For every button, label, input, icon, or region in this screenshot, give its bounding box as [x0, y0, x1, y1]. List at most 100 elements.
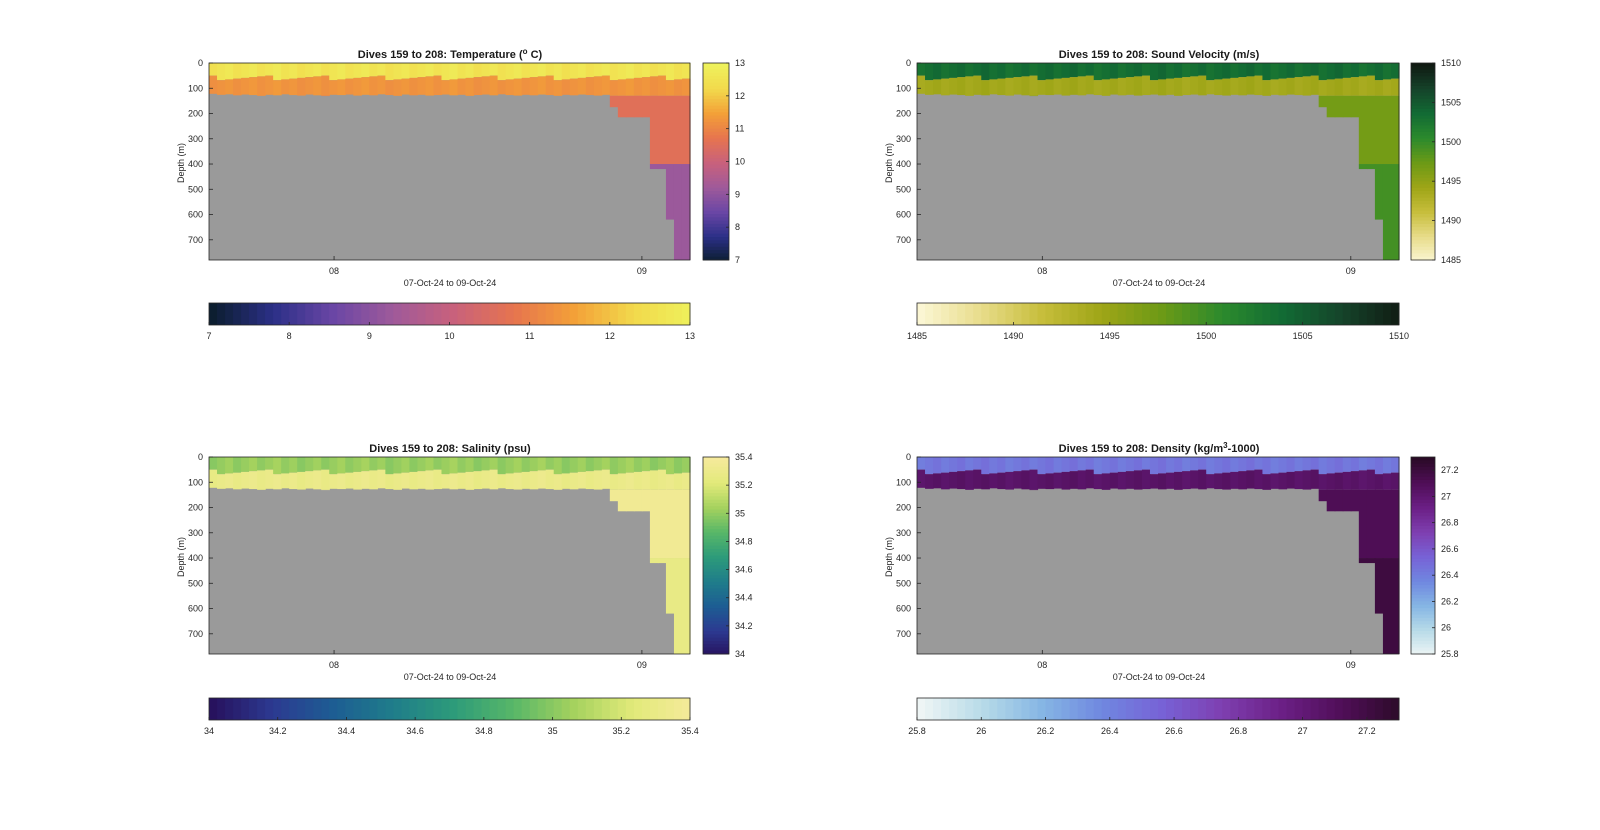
- colorbar-segment: [703, 181, 729, 185]
- colorbar-segment: [289, 303, 298, 325]
- colorbar-tick-label: 8: [735, 222, 740, 232]
- colorbar-tick-label: 9: [735, 189, 740, 199]
- heatmap-cell: [1149, 63, 1159, 81]
- colorbar-segment: [1411, 246, 1435, 251]
- colorbar-segment: [649, 303, 659, 325]
- panel-sound-velocity: Dives 159 to 208: Sound Velocity (m/s) 0…: [884, 49, 1461, 341]
- colorbar-segment: [465, 303, 475, 325]
- heatmap-cell: [321, 469, 330, 490]
- heatmap-cell: [1174, 471, 1183, 490]
- heatmap-cell: [1246, 76, 1255, 95]
- heatmap-cell: [1334, 489, 1344, 512]
- colorbar-segment: [1411, 217, 1435, 222]
- colorbar-segment: [1411, 489, 1435, 494]
- heatmap-cell: [1045, 473, 1055, 490]
- colorbar-segment: [703, 187, 729, 192]
- heatmap-cell: [417, 471, 427, 489]
- colorbar-segment: [703, 479, 729, 484]
- colorbar-segment: [703, 122, 729, 126]
- colorbar-segment: [673, 303, 683, 325]
- heatmap-cell: [917, 469, 926, 488]
- heatmap-cell: [1350, 471, 1360, 490]
- heatmap-cell: [1350, 63, 1360, 78]
- colorbar-segment: [703, 637, 729, 642]
- colorbar-segment: [225, 698, 234, 720]
- colorbar-segment: [1411, 69, 1435, 74]
- colorbar-segment: [417, 698, 426, 720]
- heatmap-cell: [441, 63, 451, 81]
- heatmap-cell: [981, 63, 990, 81]
- heatmap-cell: [1350, 489, 1360, 512]
- heatmap-cell: [1045, 63, 1055, 80]
- heatmap-cell: [505, 79, 515, 96]
- colorbar-segment: [1382, 698, 1392, 720]
- colorbar-segment: [1411, 604, 1435, 609]
- heatmap-cell: [313, 63, 322, 77]
- colorbar-segment: [957, 303, 966, 325]
- colorbar-segment: [1411, 476, 1435, 481]
- colorbar-segment: [1411, 168, 1435, 172]
- colorbar-segment: [673, 698, 683, 720]
- colorbar-segment: [703, 135, 729, 140]
- heatmap-cell: [225, 457, 234, 474]
- colorbar-segment: [997, 698, 1006, 720]
- colorbar-segment: [545, 303, 555, 325]
- heatmap-cell: [577, 457, 587, 472]
- axes-frame: [916, 456, 1400, 655]
- colorbar-segment: [1262, 698, 1271, 720]
- heatmap-cell: [957, 471, 966, 490]
- heatmap-cell: [569, 78, 579, 96]
- colorbar-segment: [521, 303, 531, 325]
- colorbar-segment: [417, 303, 426, 325]
- heatmap-cell: [1053, 78, 1063, 95]
- colorbar-segment: [703, 250, 729, 254]
- colorbar-segment: [703, 197, 729, 202]
- colorbar-segment: [703, 128, 729, 133]
- heatmap-cell: [505, 63, 515, 80]
- colorbar-segment: [1411, 457, 1435, 461]
- heatmap-cell: [1077, 457, 1087, 471]
- colorbar-segment: [1411, 588, 1435, 593]
- y-tick-label: 0: [906, 58, 911, 68]
- heatmap-cell: [1101, 457, 1111, 474]
- heatmap-cell: [1206, 474, 1215, 489]
- colorbar-segment: [703, 138, 729, 143]
- colorbar-segment: [703, 210, 729, 215]
- heatmap-cell: [489, 469, 499, 490]
- colorbar-segment: [703, 650, 729, 655]
- heatmap-cell: [1382, 473, 1392, 490]
- heatmap-cell: [973, 63, 982, 76]
- heatmap-cell: [681, 472, 691, 490]
- colorbar-segment: [1411, 571, 1435, 576]
- heatmap-cell: [329, 474, 338, 489]
- heatmap-cell: [681, 63, 691, 79]
- colorbar-segment: [1411, 72, 1435, 77]
- heatmap-cell: [441, 457, 451, 475]
- colorbar-tick-label: 34.4: [338, 726, 356, 736]
- colorbar-segment: [1411, 601, 1435, 606]
- heatmap-cell: [1390, 558, 1400, 654]
- colorbar-segment: [1411, 506, 1435, 511]
- colorbar-segment: [1005, 303, 1014, 325]
- heatmap-cell: [465, 63, 475, 78]
- heatmap-cell: [1045, 79, 1055, 96]
- colorbar-segment: [561, 303, 571, 325]
- heatmap-cell: [233, 63, 242, 79]
- heatmap-cell: [305, 63, 314, 78]
- heatmap-cell: [601, 63, 611, 76]
- heatmap-cell: [681, 164, 691, 260]
- colorbar-segment: [703, 608, 729, 612]
- heatmap-cell: [1246, 457, 1255, 471]
- colorbar-segment: [1214, 303, 1223, 325]
- colorbar-segment: [609, 303, 619, 325]
- heatmap-cell: [949, 77, 958, 95]
- colorbar-segment: [949, 303, 958, 325]
- heatmap-cell: [361, 457, 370, 472]
- colorbar-segment: [1246, 303, 1255, 325]
- heatmap-cell: [941, 78, 950, 96]
- colorbar-segment: [497, 698, 507, 720]
- heatmap-cell: [593, 457, 603, 471]
- colorbar-frame: [702, 456, 730, 655]
- heatmap-cell: [965, 470, 974, 490]
